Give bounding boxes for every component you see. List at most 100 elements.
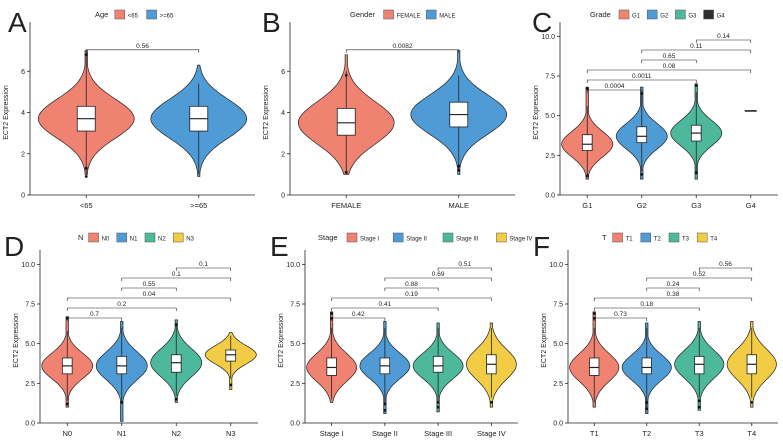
panel-label-b: B	[262, 7, 281, 38]
comparison-bracket: 0.08	[586, 63, 752, 73]
x-tick-label: G1	[582, 201, 592, 210]
comparison-bracket: 0.0004	[586, 83, 643, 93]
x-tick-label: G2	[637, 201, 647, 210]
outlier-point	[457, 168, 461, 172]
legend-label: T2	[654, 237, 662, 243]
bracket-line	[331, 297, 492, 301]
legend-label: G2	[660, 14, 669, 20]
legend: Grade G1 G2 G3 G4	[590, 9, 726, 20]
outlier-point	[120, 400, 124, 404]
legend-label: T3	[682, 237, 690, 243]
outlier-point	[174, 323, 178, 327]
legend: Stage Stage I Stage II Stage III Stage IV	[318, 232, 532, 243]
y-tick-label: 5.0	[553, 341, 563, 348]
violin-group-n0	[41, 316, 94, 408]
y-tick-label: 7.5	[553, 302, 563, 309]
legend: T T1 T2 T3 T4	[602, 232, 718, 243]
outlier-point	[344, 73, 348, 77]
x-tick-label: T3	[695, 429, 704, 438]
legend-swatch-1	[392, 232, 404, 243]
outlier-point	[640, 92, 644, 95]
comparison-bracket: 0.65	[641, 53, 697, 63]
legend-label: Stage I	[360, 237, 379, 243]
comparison-bracket: 0.42	[331, 311, 386, 321]
legend-label: N3	[186, 237, 194, 243]
legend-label: G1	[632, 14, 641, 20]
panel-e: E Stage Stage I Stage II Stage III Stage IV 0.…	[270, 231, 532, 438]
violin-group-t4	[726, 321, 777, 408]
y-tick-label: 5.0	[25, 341, 35, 348]
legend: N N0 N1 N2 N3	[78, 232, 195, 243]
x-tick-label: Stage II	[372, 429, 398, 438]
comparison-bracket: 0.73	[593, 311, 648, 321]
outlier-point	[697, 405, 701, 409]
bracket-line	[175, 267, 232, 271]
p-value-label: 0.0011	[632, 73, 652, 80]
comparison-bracket: 0.24	[646, 281, 700, 291]
x-tick-label: N3	[226, 429, 236, 438]
y-tick-label: 2	[21, 151, 25, 158]
violin-group-stageiv	[466, 322, 517, 408]
x-tick-label: FEMALE	[331, 201, 361, 210]
p-value-label: 0.88	[405, 281, 418, 288]
outlier-point	[65, 402, 69, 406]
p-value-label: 0.7	[90, 311, 99, 318]
bracket-line	[121, 287, 177, 291]
comparison-bracket: 0.0082	[345, 43, 460, 53]
panel-label-f: F	[533, 231, 550, 262]
x-tick-label: Stage I	[320, 429, 344, 438]
legend-label: Stage III	[456, 237, 479, 243]
bracket-line	[586, 89, 643, 93]
panel-label-a: A	[8, 7, 27, 38]
bracket-line	[593, 317, 648, 321]
outlier-point	[457, 164, 461, 168]
legend-label: MALE	[439, 14, 455, 20]
violin-group-n2	[150, 319, 203, 403]
x-tick-label: N2	[171, 429, 181, 438]
y-tick-label: 5.0	[290, 341, 300, 348]
x-tick-label: N0	[62, 429, 72, 438]
legend-swatch-2	[675, 9, 686, 20]
violin-group-n1	[95, 321, 148, 422]
legend-label: G4	[717, 14, 726, 20]
y-axis-title: ECT2 Expression	[13, 313, 20, 368]
y-tick-label: 10.0	[286, 262, 300, 269]
outlier-point	[436, 400, 440, 404]
legend-swatch-0	[612, 232, 623, 243]
legend-label: >=65	[160, 14, 174, 20]
bracket-line	[646, 277, 753, 281]
y-tick-label: 0.0	[553, 421, 563, 428]
x-tick-label: >=65	[190, 201, 207, 210]
p-value-label: 0.0082	[393, 43, 413, 50]
bracket-line	[593, 307, 700, 311]
outlier-point	[585, 174, 589, 178]
y-tick-label: 7.5	[290, 302, 300, 309]
y-tick-label: 7.5	[25, 302, 35, 309]
bracket-line	[85, 49, 200, 53]
legend-swatch-1	[646, 9, 658, 20]
bracket-line	[641, 59, 697, 63]
x-tick-label: Stage III	[424, 429, 452, 438]
comparison-bracket: 0.52	[646, 271, 753, 281]
comparison-bracket: 0.14	[695, 33, 752, 43]
p-value-label: 0.41	[379, 301, 392, 308]
y-axis-title: ECT2 Expression	[3, 85, 10, 140]
legend-swatch-1	[116, 232, 128, 243]
legend-swatch-1	[146, 9, 157, 20]
x-tick-label: MALE	[449, 201, 469, 210]
legend-label: N2	[158, 237, 166, 243]
bracket-line	[345, 49, 460, 53]
bracket-line	[437, 267, 492, 271]
legend-swatch-0	[618, 9, 630, 20]
p-value-label: 0.69	[432, 271, 445, 278]
bracket-line	[66, 317, 123, 321]
bracket-line	[384, 277, 492, 281]
p-value-label: 0.11	[690, 43, 703, 50]
p-value-label: 0.1	[199, 261, 208, 268]
legend-label: <65	[128, 14, 139, 20]
outlier-point	[84, 53, 88, 57]
outlier-point	[645, 400, 649, 404]
y-axis-title: ECT2 Expression	[263, 85, 270, 140]
legend-swatch-0	[383, 9, 394, 20]
